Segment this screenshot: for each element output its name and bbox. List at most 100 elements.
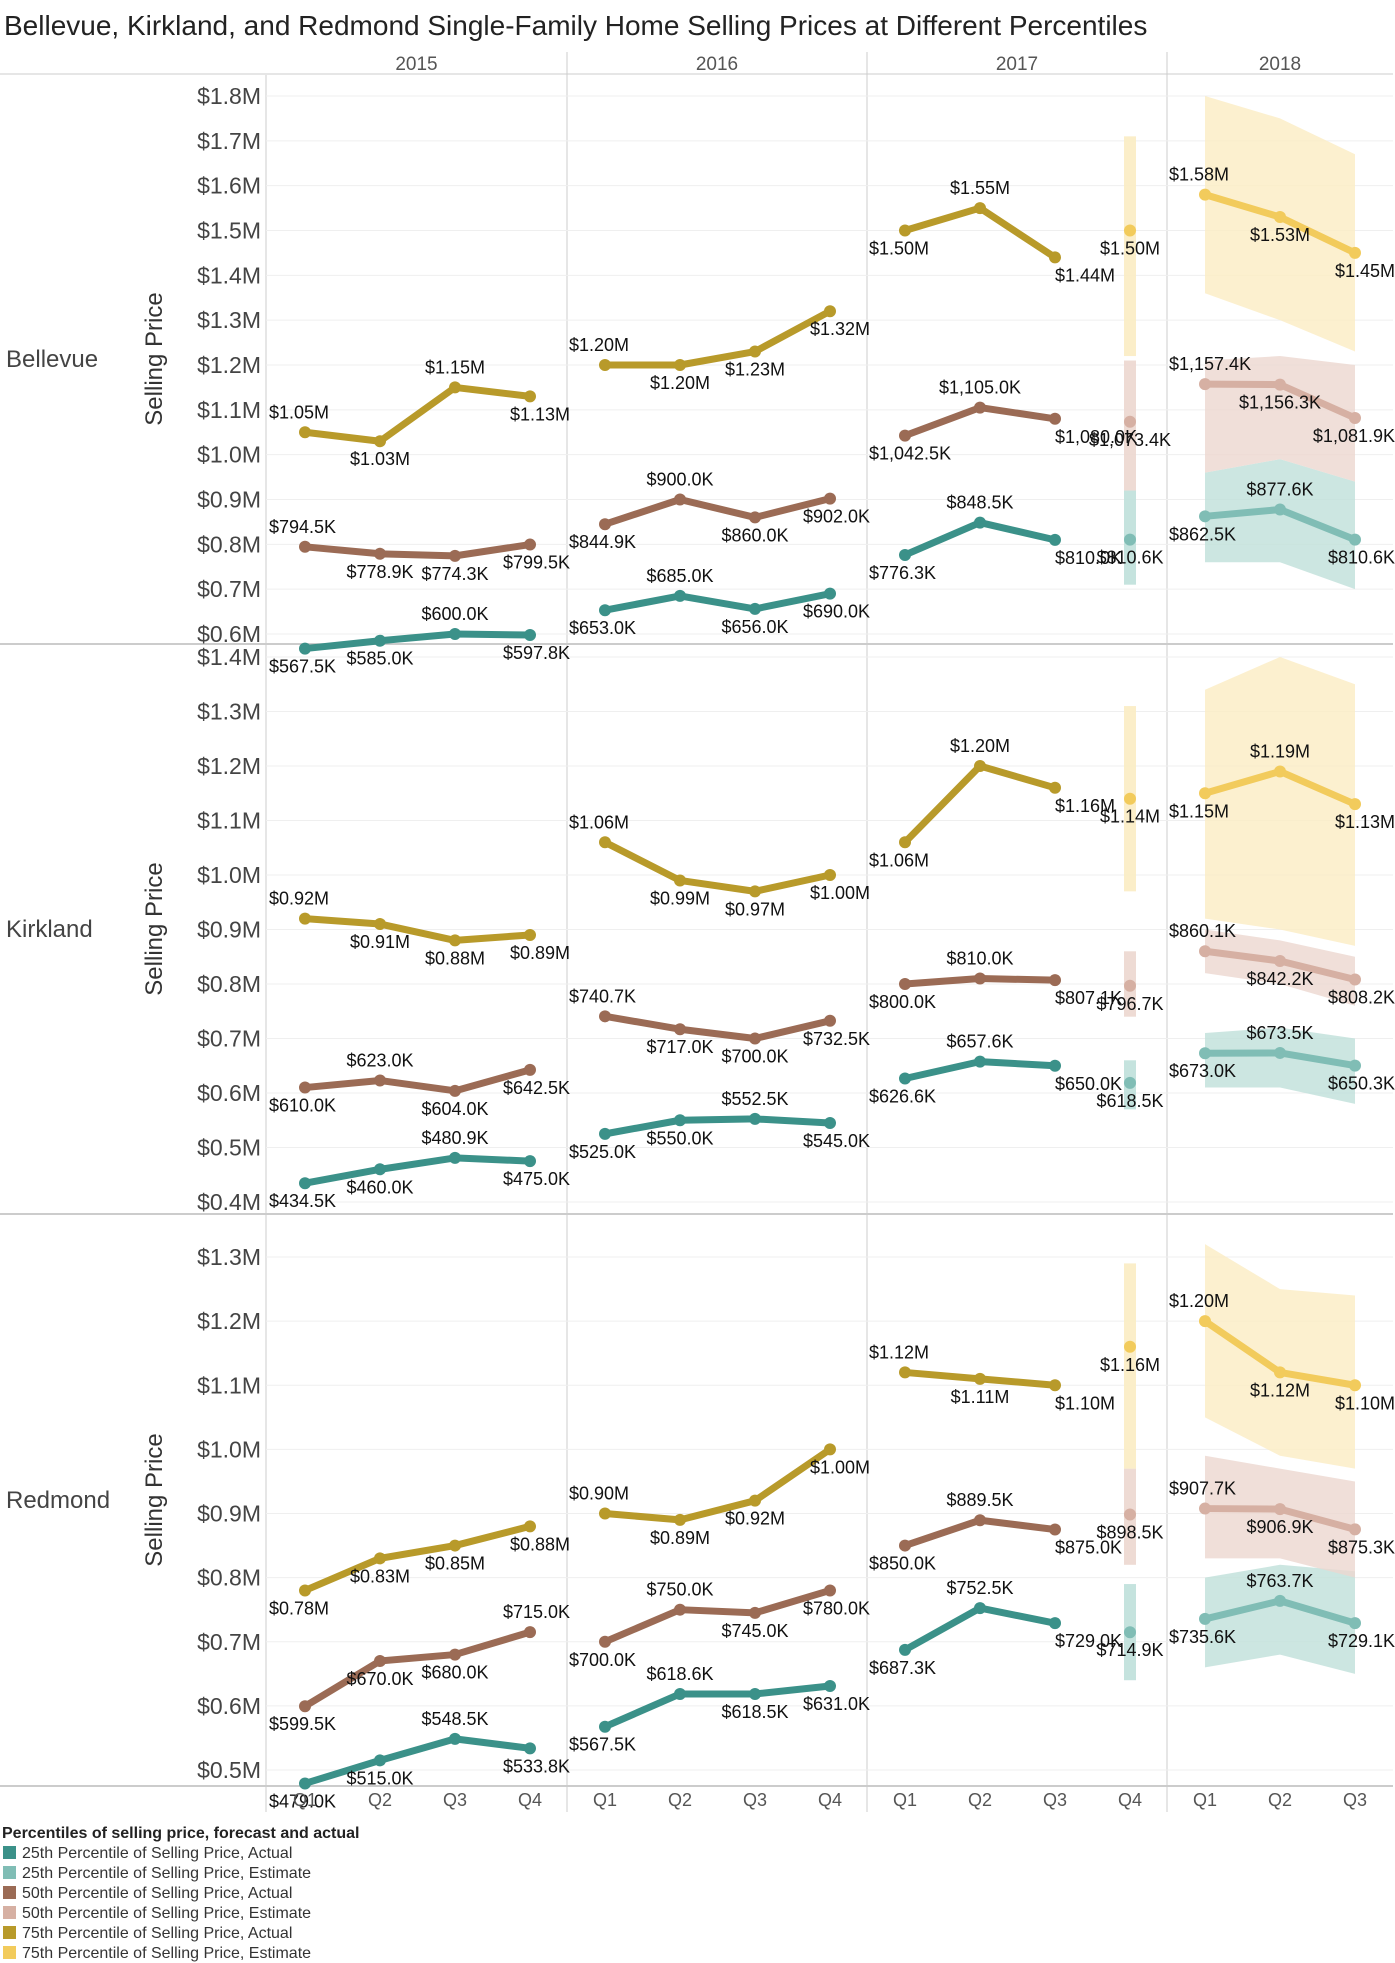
data-label: $799.5K [503,553,570,573]
data-label: $618.5K [721,1702,788,1722]
data-point [1124,1340,1136,1353]
data-point [1274,503,1286,516]
quarter-label: Q4 [1118,1790,1142,1810]
data-point [299,1584,311,1597]
data-label: $860.1K [1169,921,1236,941]
data-point [449,1084,461,1097]
data-point [899,548,911,561]
y-tick-label: $1.4M [197,262,261,288]
legend-label: 75th Percentile of Selling Price, Actual [22,1925,292,1942]
data-label: $475.0K [503,1169,570,1189]
data-point [974,760,986,772]
data-label: $0.85M [425,1554,485,1574]
data-label: $900.0K [646,470,713,490]
data-label: $656.0K [721,617,788,637]
data-point [824,1584,836,1597]
data-point [299,642,311,655]
data-point [1199,1047,1211,1060]
y-tick-label: $0.6M [197,1080,261,1106]
series-line [301,541,534,560]
quarter-label: Q2 [968,1790,992,1810]
data-label: $1.50M [869,239,929,259]
data-label: $525.0K [569,1142,636,1162]
data-label: $1.45M [1335,261,1395,281]
series-line [601,307,834,369]
forecast-band-q4 [1124,1263,1136,1469]
data-point [824,869,836,881]
legend-label: 50th Percentile of Selling Price, Actual [22,1885,292,1902]
series-line [601,1115,834,1138]
data-point [1199,787,1211,800]
forecast-band-2018 [1205,96,1355,352]
data-point [449,934,461,947]
y-tick-label: $1.0M [197,862,261,888]
data-label: $673.0K [1169,1061,1236,1081]
quarter-label: Q3 [743,1790,767,1810]
data-point [524,538,536,551]
data-point [1049,1523,1061,1536]
y-tick-label: $1.0M [197,1436,261,1462]
data-label: $1.05M [269,402,329,422]
legend-swatch [3,1886,16,1899]
data-point [1199,945,1211,958]
data-label: $1.16M [1100,1355,1160,1375]
data-label: $1.10M [1055,1393,1115,1413]
data-point [1199,510,1211,523]
legend-label: 50th Percentile of Selling Price, Estima… [22,1905,311,1922]
data-point [749,1032,761,1045]
forecast-band-layer [1124,96,1355,1681]
data-label: $807.1K [1055,988,1122,1008]
data-point [1349,246,1361,259]
data-point [824,1014,836,1027]
data-point [974,972,986,985]
data-label: $623.0K [346,1050,413,1070]
data-point [749,345,761,358]
data-label: $729.1K [1328,1631,1395,1651]
data-point [1274,1046,1286,1059]
series-line [601,838,834,895]
data-point [299,1700,311,1713]
data-label: $1.03M [350,449,410,469]
data-label: $1.15M [425,357,485,377]
data-point [974,202,986,215]
data-label: $0.83M [350,1566,410,1586]
data-label: $1,157.4K [1169,354,1251,374]
data-label: $460.0K [346,1177,413,1197]
data-label: $860.0K [721,525,788,545]
data-point [374,634,386,647]
data-label: $670.0K [346,1669,413,1689]
data-point [674,1603,686,1616]
data-label: $0.97M [725,899,785,919]
data-label: $735.6K [1169,1627,1236,1647]
data-point [674,589,686,602]
data-point [1124,533,1136,546]
legend-swatch [3,1846,16,1859]
y-tick-label: $1.0M [197,442,261,468]
data-label: $763.7K [1246,1571,1313,1591]
series-line [601,1445,834,1524]
data-label: $0.88M [510,1534,570,1554]
data-point [974,1055,986,1068]
data-label: $597.8K [503,643,570,663]
data-point [1124,792,1136,805]
data-point [524,928,536,941]
data-point [449,381,461,394]
data-point [824,305,836,318]
data-label: $1.13M [1335,812,1395,832]
y-axis-title: Selling Price [141,862,168,995]
data-point [374,918,386,931]
data-label: $0.90M [569,1484,629,1504]
year-header: 2016 [696,54,738,75]
y-tick-label: $1.1M [197,1372,261,1398]
data-point [599,1010,611,1023]
y-tick-label: $1.3M [197,699,261,725]
legend-swatch [3,1906,16,1919]
data-point [1124,1626,1136,1639]
data-label: $585.0K [346,649,413,669]
data-label: $729.0K [1055,1631,1122,1651]
data-point [599,518,611,531]
data-label: $685.0K [646,566,713,586]
y-tick-label: $1.7M [197,128,261,154]
series-line-layer [299,188,1361,1790]
